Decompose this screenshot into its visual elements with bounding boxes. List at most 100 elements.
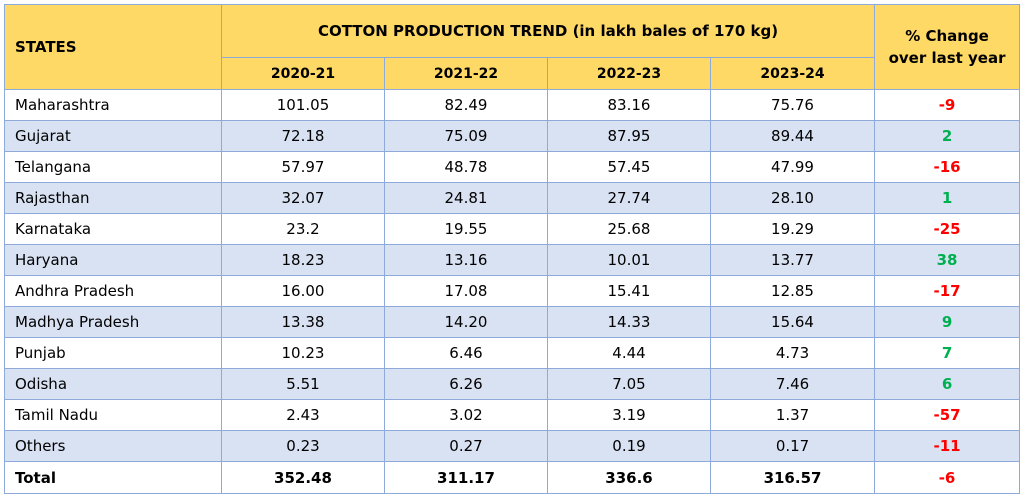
production-value: 17.08 [384,275,548,307]
production-value: 3.19 [547,399,711,431]
production-value: 316.57 [709,461,876,494]
table-row: Gujarat 72.18 75.09 87.95 89.44 2 [4,120,1021,152]
production-value: 18.23 [221,244,385,276]
production-value: 32.07 [221,182,385,214]
state-name: Telangana [4,151,222,183]
production-value: 28.10 [709,182,876,214]
state-name: Punjab [4,337,222,369]
production-value: 48.78 [384,151,548,183]
production-value: 311.17 [384,461,548,494]
production-value: 87.95 [547,120,711,152]
production-value: 4.44 [547,337,711,369]
year-header: 2021-22 [384,57,548,90]
state-name: Tamil Nadu [4,399,222,431]
production-value: 10.23 [221,337,385,369]
percent-change: -9 [874,89,1021,121]
production-value: 27.74 [547,182,711,214]
production-value: 12.85 [709,275,876,307]
percent-change: -17 [874,275,1021,307]
production-value: 57.97 [221,151,385,183]
percent-change: -57 [874,399,1021,431]
percent-change: 38 [874,244,1021,276]
production-value: 83.16 [547,89,711,121]
table-row: Others 0.23 0.27 0.19 0.17 -11 [4,430,1021,462]
production-value: 23.2 [221,213,385,245]
year-header: 2020-21 [221,57,385,90]
total-row: Total 352.48 311.17 336.6 316.57 -6 [4,461,1021,494]
production-value: 10.01 [547,244,711,276]
production-value: 6.26 [384,368,548,400]
production-value: 0.23 [221,430,385,462]
state-name: Andhra Pradesh [4,275,222,307]
table-row: Karnataka 23.2 19.55 25.68 19.29 -25 [4,213,1021,245]
production-value: 2.43 [221,399,385,431]
table-row: Maharashtra 101.05 82.49 83.16 75.76 -9 [4,89,1021,121]
production-value: 72.18 [221,120,385,152]
production-value: 14.20 [384,306,548,338]
cotton-production-table: STATES COTTON PRODUCTION TREND (in lakh … [4,4,1021,494]
table-row: Haryana 18.23 13.16 10.01 13.77 38 [4,244,1021,276]
production-value: 14.33 [547,306,711,338]
production-value: 5.51 [221,368,385,400]
table-title: COTTON PRODUCTION TREND (in lakh bales o… [220,4,876,58]
production-value: 15.41 [547,275,711,307]
production-value: 13.16 [384,244,548,276]
percent-change: -25 [874,213,1021,245]
table-row: Madhya Pradesh 13.38 14.20 14.33 15.64 9 [4,306,1021,338]
production-value: 15.64 [709,306,876,338]
production-value: 6.46 [384,337,548,369]
production-value: 3.02 [384,399,548,431]
state-name: Karnataka [4,213,222,245]
state-name: Madhya Pradesh [4,306,222,338]
production-value: 0.27 [384,430,548,462]
percent-change: 6 [874,368,1021,400]
production-value: 336.6 [547,461,711,494]
production-value: 19.29 [709,213,876,245]
state-name: Odisha [4,368,222,400]
year-header: 2022-23 [547,57,711,90]
percent-change: 9 [874,306,1021,338]
production-value: 75.09 [384,120,548,152]
change-header: % Change over last year [874,4,1021,90]
production-value: 352.48 [221,461,385,494]
table-row: Tamil Nadu 2.43 3.02 3.19 1.37 -57 [4,399,1021,431]
state-name: Rajasthan [4,182,222,214]
total-label: Total [4,461,222,494]
production-value: 13.38 [221,306,385,338]
table-row: Odisha 5.51 6.26 7.05 7.46 6 [4,368,1021,400]
percent-change: -11 [874,430,1021,462]
state-name: Maharashtra [4,89,222,121]
state-name: Others [4,430,222,462]
production-value: 1.37 [709,399,876,431]
percent-change: 7 [874,337,1021,369]
production-value: 101.05 [221,89,385,121]
production-value: 57.45 [547,151,711,183]
year-header: 2023-24 [709,57,876,90]
production-value: 7.46 [709,368,876,400]
production-value: 7.05 [547,368,711,400]
production-value: 0.19 [547,430,711,462]
table-body: Maharashtra 101.05 82.49 83.16 75.76 -9 Gujara… [4,89,1021,494]
production-value: 13.77 [709,244,876,276]
production-value: 0.17 [709,430,876,462]
percent-change: 2 [874,120,1021,152]
change-header-line2: over last year [888,49,1006,67]
state-name: Gujarat [4,120,222,152]
state-name: Haryana [4,244,222,276]
table-row: Andhra Pradesh 16.00 17.08 15.41 12.85 -17 [4,275,1021,307]
production-value: 16.00 [221,275,385,307]
percent-change: 1 [874,182,1021,214]
table-row: Rajasthan 32.07 24.81 27.74 28.10 1 [4,182,1021,214]
change-header-line1: % Change [905,27,989,45]
production-value: 19.55 [384,213,548,245]
production-value: 47.99 [709,151,876,183]
table-row: Punjab 10.23 6.46 4.44 4.73 7 [4,337,1021,369]
percent-change: -6 [874,461,1021,494]
percent-change: -16 [874,151,1021,183]
production-value: 82.49 [384,89,548,121]
production-value: 24.81 [384,182,548,214]
production-value: 89.44 [709,120,876,152]
production-value: 4.73 [709,337,876,369]
table-row: Telangana 57.97 48.78 57.45 47.99 -16 [4,151,1021,183]
production-value: 75.76 [709,89,876,121]
